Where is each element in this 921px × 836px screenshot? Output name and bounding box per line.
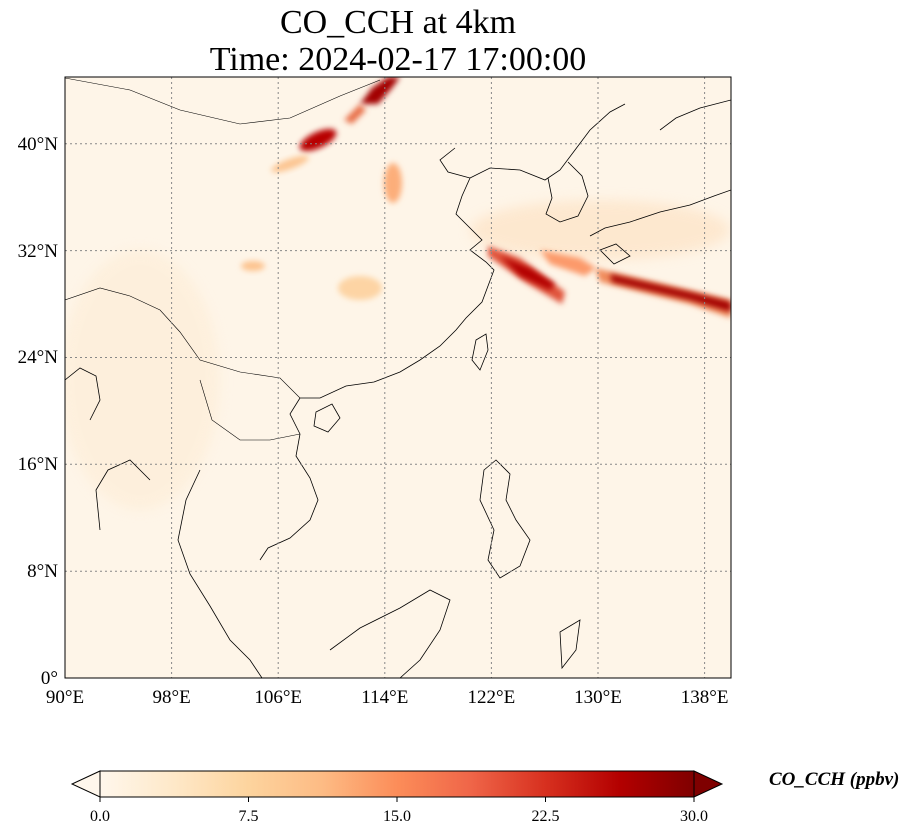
concentration-field [65, 77, 731, 510]
plume-north [271, 77, 402, 203]
colorbar-tick-label: 7.5 [239, 808, 259, 825]
plume-east-china-sea [488, 246, 731, 318]
plume-inland [241, 261, 382, 300]
colorbar-max-extend [693, 770, 724, 798]
y-tick-label: 0° [41, 668, 58, 689]
gridlines [65, 77, 731, 678]
x-tick-label: 106°E [254, 687, 302, 708]
map-title-line2: Time: 2024-02-17 17:00:00 [209, 41, 587, 78]
colorbar-label: CO_CCH (ppbv) [769, 769, 900, 790]
y-tick-labels: 0° 8°N 16°N 24°N 32°N 40°N [18, 134, 59, 689]
colorbar-tick-label: 30.0 [680, 808, 708, 825]
x-tick-label: 130°E [574, 687, 622, 708]
x-tick-label: 90°E [46, 687, 84, 708]
colorbar-tick-label: 22.5 [532, 808, 560, 825]
colorbar-gradient [100, 771, 694, 797]
map-title-line1: CO_CCH at 4km [279, 4, 517, 41]
y-tick-label: 8°N [27, 561, 58, 582]
x-tick-label: 122°E [468, 687, 516, 708]
colorbar-min-extend [70, 770, 101, 798]
colorbar-tick-label: 15.0 [383, 808, 411, 825]
y-tick-label: 24°N [18, 347, 59, 368]
map-frame [64, 76, 732, 679]
y-tick-label: 16°N [18, 454, 59, 475]
x-tick-labels: 90°E 98°E 106°E 114°E 122°E 130°E 138°E [46, 687, 729, 708]
x-tick-label: 98°E [152, 687, 190, 708]
y-tick-label: 32°N [18, 241, 59, 262]
colorbar: 0.0 7.5 15.0 22.5 30.0 [70, 770, 724, 825]
x-tick-label: 114°E [361, 687, 408, 708]
colorbar-tick-label: 0.0 [90, 808, 110, 825]
x-tick-label: 138°E [681, 687, 729, 708]
y-tick-label: 40°N [18, 134, 59, 155]
